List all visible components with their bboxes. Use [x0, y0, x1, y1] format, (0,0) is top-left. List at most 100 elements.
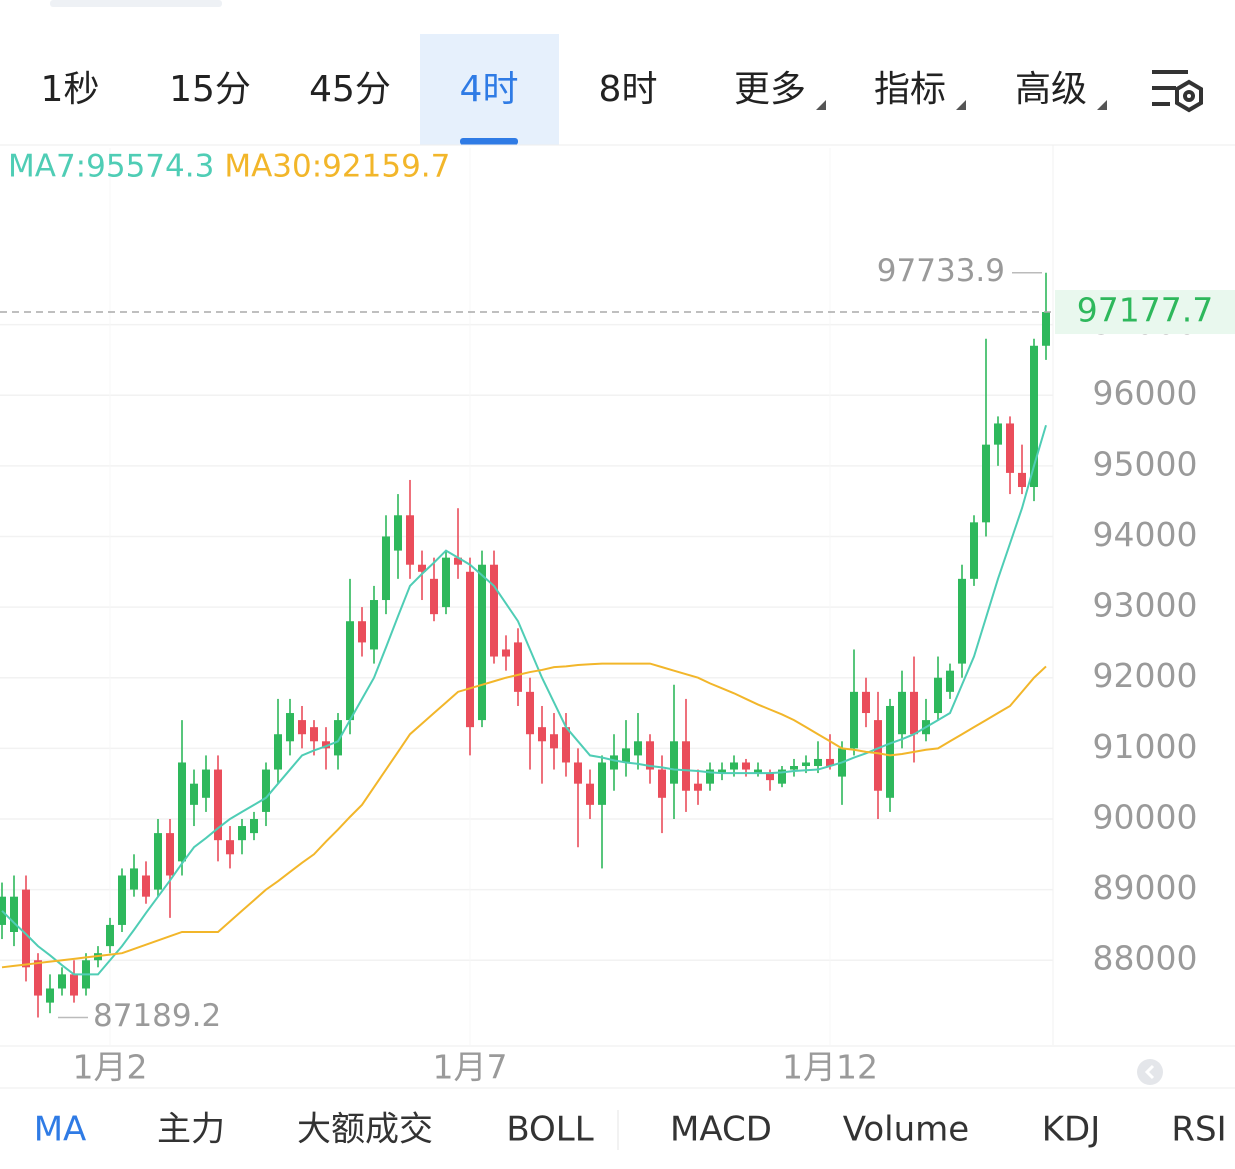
candle-body — [778, 769, 786, 784]
candle-body — [766, 773, 774, 781]
candle-body — [106, 924, 114, 947]
x-tick-label: 1月12 — [782, 1048, 878, 1087]
candle-body — [742, 762, 750, 770]
candle-body — [718, 769, 726, 774]
candle-body — [370, 600, 378, 650]
x-tick-label: 1月7 — [433, 1048, 508, 1087]
candle-body — [526, 691, 534, 735]
candle-body — [514, 642, 522, 692]
candle-body — [658, 769, 666, 798]
last-price-tag-bg — [1055, 290, 1235, 335]
active-tab-bg — [420, 34, 559, 145]
candle-body — [538, 727, 546, 742]
dropdown-marker — [956, 100, 966, 110]
icon-gear-hole — [1183, 90, 1195, 102]
candle-body — [970, 522, 978, 579]
timeframe-tab[interactable]: 4时 — [460, 69, 519, 110]
candle-body — [790, 766, 798, 770]
plot: 88000 89000 90000 91000 92000 93000 94000 95000… — [0, 148, 1235, 1087]
candle-body — [46, 988, 54, 1003]
active-tab-indicator — [460, 138, 518, 145]
candle-body — [130, 868, 138, 890]
candle-body — [250, 818, 258, 834]
candle-body — [406, 515, 414, 565]
y-tick-label: 92000 — [1093, 656, 1198, 695]
y-tick-label: 94000 — [1093, 515, 1198, 554]
indicator-tab[interactable]: BOLL — [506, 1110, 593, 1150]
last-price-tag: 97177.7 — [1077, 291, 1213, 330]
scroll-button[interactable] — [1137, 1059, 1163, 1085]
timeframe-tab[interactable]: 45分 — [309, 69, 391, 110]
indicator-tab[interactable]: 主力 — [157, 1110, 225, 1150]
timeframe-tab[interactable]: 更多 — [734, 69, 806, 110]
candle-body — [550, 734, 558, 749]
timeframe-tab[interactable]: 指标 — [874, 69, 946, 110]
candle-body — [442, 557, 450, 608]
high-label: 97733.9 — [877, 253, 1005, 289]
y-tick-label: 89000 — [1093, 868, 1198, 907]
candle-body — [1006, 423, 1014, 473]
candle-body — [946, 670, 954, 692]
y-tick-label: 90000 — [1093, 797, 1198, 836]
candle-body — [982, 444, 990, 523]
scroll-arrow — [1144, 1064, 1155, 1080]
candle-body — [34, 960, 42, 996]
indicator-tab[interactable]: MACD — [670, 1110, 772, 1150]
candle-body — [22, 889, 30, 968]
candle-body — [478, 564, 486, 721]
candle-body — [178, 762, 186, 862]
dropdown-marker — [1097, 100, 1107, 110]
candle-body — [382, 536, 390, 601]
candle-body — [598, 762, 606, 805]
candle-body — [802, 762, 810, 767]
candle-body — [334, 720, 342, 756]
candle-body — [118, 875, 126, 925]
timeframe-tab[interactable]: 高级 — [1015, 69, 1087, 110]
candle-body — [994, 423, 1002, 445]
candle-body — [166, 833, 174, 876]
timeframe-tab[interactable]: 8时 — [599, 69, 658, 110]
timeframe-tab[interactable]: 1秒 — [41, 69, 100, 110]
y-tick-label: 88000 — [1093, 939, 1198, 978]
candle-body — [1030, 345, 1038, 488]
candle-body — [670, 741, 678, 784]
indicator-tab[interactable]: KDJ — [1042, 1110, 1101, 1150]
candle-body — [1018, 472, 1026, 488]
top-handle — [50, 0, 222, 7]
x-tick-label: 1月2 — [73, 1048, 148, 1087]
candle-body — [142, 875, 150, 897]
candle-body — [58, 974, 66, 989]
candle-body — [394, 515, 402, 551]
candle-body — [634, 741, 642, 756]
dropdown-marker — [816, 100, 826, 110]
candle-body — [850, 691, 858, 749]
candle-body — [238, 826, 246, 841]
candle-body — [454, 557, 462, 565]
candle-body — [358, 621, 366, 643]
candle-body — [214, 769, 222, 841]
candle-body — [502, 649, 510, 657]
indicator-tab[interactable]: RSI — [1171, 1110, 1226, 1150]
ma-legend: MA30:92159.7 — [224, 149, 450, 185]
candle-body — [574, 762, 582, 784]
candle-body — [706, 769, 714, 784]
candle-body — [694, 783, 702, 791]
indicator-tab[interactable]: Volume — [843, 1110, 969, 1150]
candle-body — [898, 691, 906, 735]
indicator-tab[interactable]: MA — [34, 1110, 87, 1150]
candle-body — [466, 571, 474, 728]
candle-body — [826, 758, 834, 767]
candle-body — [154, 833, 162, 890]
indicator-tab[interactable]: 大额成交 — [297, 1110, 433, 1150]
candle-body — [70, 974, 78, 996]
candle-body — [730, 762, 738, 770]
candle-body — [562, 727, 570, 763]
settings-icon[interactable] — [1152, 70, 1203, 113]
timeframe-tab[interactable]: 15分 — [169, 69, 251, 110]
candle-body — [886, 705, 894, 798]
candle-body — [202, 769, 210, 798]
candle-body — [322, 741, 330, 749]
candle-body — [754, 769, 762, 774]
y-tick-label: 93000 — [1093, 586, 1198, 625]
